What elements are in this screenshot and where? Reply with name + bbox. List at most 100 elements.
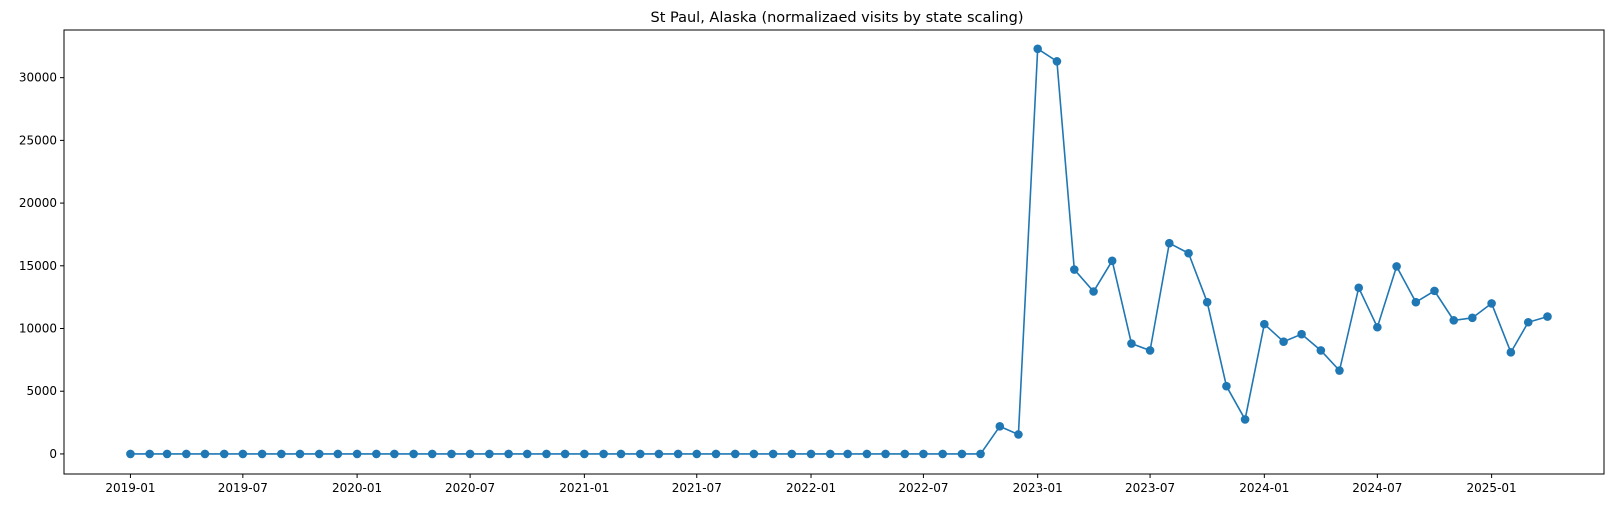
data-point <box>145 449 154 459</box>
data-point <box>219 449 229 459</box>
x-tick-label: 2019-07 <box>218 481 268 495</box>
chart-title: St Paul, Alaska (normalizaed visits by s… <box>651 10 1024 26</box>
x-tick-label: 2023-01 <box>1013 481 1063 495</box>
data-point <box>616 449 626 459</box>
data-point <box>162 449 172 459</box>
data-point <box>560 449 570 459</box>
data-point <box>182 449 191 459</box>
data-point <box>599 449 608 459</box>
data-point <box>522 449 532 459</box>
data-point <box>372 449 381 459</box>
data-point <box>1070 265 1079 274</box>
data-point <box>730 449 740 459</box>
data-point <box>1335 366 1344 375</box>
data-point <box>806 449 816 459</box>
data-point <box>390 449 399 459</box>
data-point <box>1279 337 1288 346</box>
data-point <box>957 449 967 459</box>
data-point <box>1014 430 1023 439</box>
data-point <box>1487 299 1496 308</box>
data-point <box>692 449 702 459</box>
data-point <box>238 449 248 459</box>
data-point <box>295 449 305 459</box>
data-point <box>352 449 362 459</box>
data-point <box>1240 415 1250 424</box>
series-line <box>130 47 1548 455</box>
data-point <box>825 449 835 459</box>
data-point <box>787 449 797 459</box>
y-tick-label: 25000 <box>19 133 57 147</box>
data-point <box>504 449 513 459</box>
data-point <box>1260 319 1269 329</box>
data-point <box>1202 297 1212 307</box>
x-axis: 2019-01 2019-07 2020-01 2020-07 2021-01 2021-… <box>105 474 1517 495</box>
data-point <box>465 449 475 459</box>
data-point <box>881 449 890 459</box>
data-point <box>580 449 589 459</box>
data-point <box>673 449 683 459</box>
plot-frame <box>63 29 1605 475</box>
y-axis: 0 5000 10000 15000 20000 25000 30000 <box>19 71 64 461</box>
data-point <box>1222 381 1231 391</box>
x-tick-label: 2025-01 <box>1467 481 1517 495</box>
data-point <box>1297 329 1306 339</box>
x-tick-label: 2019-01 <box>105 481 155 495</box>
data-point <box>1127 339 1136 348</box>
x-tick-label: 2021-01 <box>559 481 609 495</box>
x-tick-label: 2023-07 <box>1125 481 1175 495</box>
data-point <box>862 449 872 459</box>
x-tick-label: 2024-07 <box>1352 481 1402 495</box>
data-point <box>1354 283 1364 293</box>
x-tick-label: 2024-01 <box>1239 481 1289 495</box>
data-point <box>126 449 135 459</box>
data-point <box>277 449 286 459</box>
data-point <box>749 449 759 459</box>
data-point <box>1033 44 1042 54</box>
data-point <box>1523 317 1533 327</box>
data-point <box>938 449 947 459</box>
data-point <box>1411 297 1421 307</box>
data-point <box>314 449 324 459</box>
data-point <box>654 449 664 459</box>
data-point <box>1316 346 1326 355</box>
data-point <box>1052 57 1062 66</box>
y-tick-label: 15000 <box>19 259 57 273</box>
data-point <box>1145 346 1155 355</box>
data-point <box>1373 322 1382 332</box>
data-point <box>1449 316 1459 325</box>
data-point <box>542 449 551 459</box>
data-point <box>427 449 437 459</box>
y-tick-label: 10000 <box>19 322 57 336</box>
data-point <box>843 449 852 459</box>
x-tick-label: 2022-01 <box>786 481 836 495</box>
data-point <box>1165 238 1174 248</box>
data-point <box>711 449 721 459</box>
x-tick-label: 2020-01 <box>332 481 382 495</box>
data-point <box>333 449 343 459</box>
y-tick-label: 30000 <box>19 71 57 85</box>
data-point <box>976 449 985 459</box>
data-point <box>635 449 645 459</box>
data-point <box>1107 256 1117 266</box>
data-point <box>1392 262 1401 271</box>
data-point <box>1430 286 1439 296</box>
data-point <box>1468 313 1477 323</box>
data-point <box>200 449 210 459</box>
data-point <box>485 449 494 459</box>
data-point <box>257 449 267 459</box>
x-tick-label: 2022-07 <box>898 481 948 495</box>
data-point <box>768 449 778 459</box>
data-point <box>1506 348 1516 357</box>
data-point <box>919 449 928 459</box>
data-point <box>1184 248 1193 258</box>
data-point <box>1089 287 1098 296</box>
data-point <box>447 449 456 459</box>
data-point <box>1543 312 1552 321</box>
x-tick-label: 2020-07 <box>445 481 495 495</box>
y-tick-label: 0 <box>49 447 57 461</box>
data-point <box>995 422 1005 431</box>
x-tick-label: 2021-07 <box>672 481 722 495</box>
y-tick-label: 20000 <box>19 196 57 210</box>
